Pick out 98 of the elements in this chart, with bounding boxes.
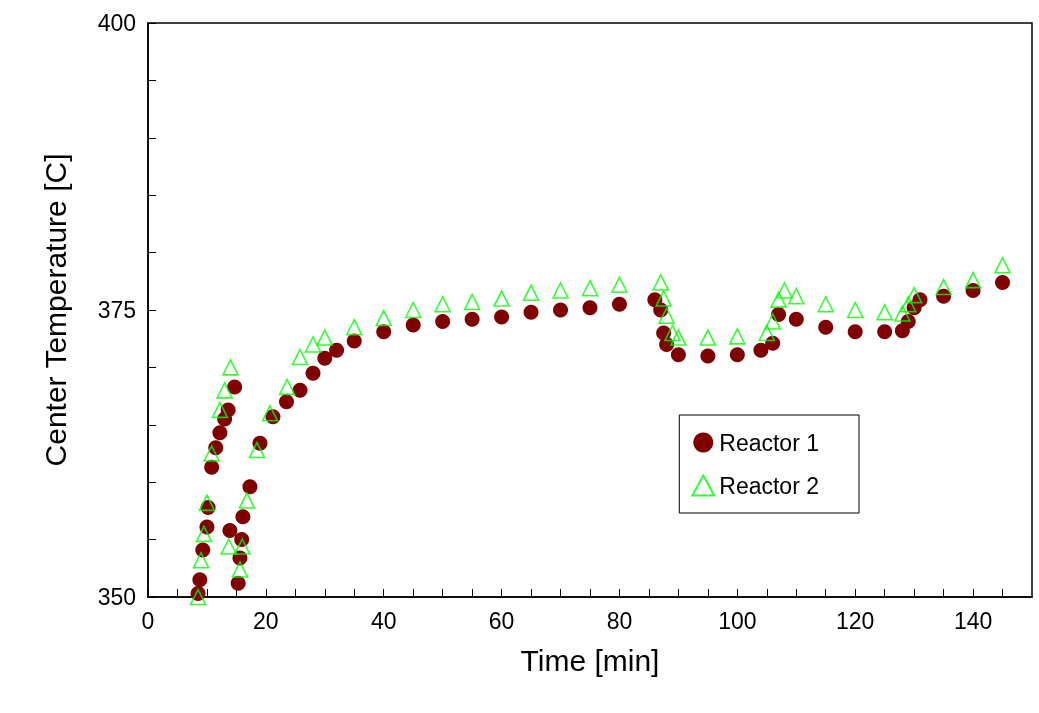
point (291, 348, 309, 366)
legend-label: Reactor 1 (719, 429, 819, 456)
point (847, 324, 863, 340)
legend-label: Reactor 2 (719, 472, 819, 499)
x-tick-label: 120 (836, 607, 875, 634)
point (435, 313, 451, 329)
point (404, 301, 422, 319)
point (203, 445, 220, 462)
point (899, 295, 917, 313)
point (729, 347, 745, 363)
y-axis-title: Center Temperature [C] (38, 153, 72, 467)
x-axis-title: Time [min] (520, 643, 660, 677)
point (581, 279, 599, 297)
point (894, 305, 911, 322)
point (658, 307, 675, 325)
point (434, 295, 451, 313)
point (227, 379, 243, 395)
point (220, 538, 238, 555)
point (279, 394, 294, 410)
y-tick-label: 400 (97, 10, 136, 36)
point (405, 317, 421, 333)
point (204, 459, 220, 475)
point (699, 329, 717, 346)
point (700, 348, 716, 364)
point (552, 282, 569, 299)
point (818, 319, 834, 335)
point (664, 324, 681, 342)
point (375, 309, 393, 327)
x-tick-label: 40 (370, 607, 397, 634)
point (222, 522, 238, 538)
point (463, 293, 481, 311)
point (212, 425, 228, 441)
point (195, 542, 211, 558)
point (230, 575, 246, 591)
point (494, 309, 510, 325)
point (788, 311, 804, 327)
point (464, 311, 480, 327)
point (198, 494, 216, 512)
point (231, 561, 249, 578)
point (522, 284, 540, 302)
point (304, 336, 322, 353)
point (222, 359, 239, 376)
point (876, 304, 893, 321)
point (195, 525, 213, 543)
point (905, 286, 923, 304)
point (317, 350, 333, 366)
point (655, 290, 672, 307)
point (235, 509, 251, 525)
point (345, 318, 363, 336)
point (776, 282, 793, 299)
point (994, 256, 1011, 274)
x-tick-label: 100 (718, 607, 757, 634)
x-tick-label: 0 (141, 607, 155, 634)
point (192, 572, 208, 588)
x-tick-label: 140 (953, 607, 993, 634)
point (582, 300, 598, 316)
x-tick-label: 80 (606, 607, 633, 634)
point (964, 271, 982, 289)
point (376, 324, 392, 340)
y-tick-label: 350 (97, 584, 136, 610)
point (935, 278, 952, 296)
point (611, 296, 627, 312)
point (316, 329, 334, 346)
point (670, 329, 687, 346)
point (965, 282, 981, 298)
point (758, 324, 776, 342)
point (238, 492, 256, 509)
point (305, 365, 321, 381)
point (233, 538, 251, 555)
point (770, 291, 787, 308)
point (189, 588, 207, 606)
point (729, 328, 746, 345)
point (553, 302, 569, 318)
point (611, 276, 628, 294)
point (846, 301, 864, 319)
point (211, 401, 229, 419)
point (652, 274, 670, 291)
x-tick-label: 60 (488, 607, 515, 634)
point (523, 304, 539, 320)
point (753, 342, 769, 358)
point (261, 405, 279, 422)
point (192, 551, 210, 569)
point (248, 441, 266, 459)
point (493, 290, 510, 307)
point (787, 287, 805, 305)
point (764, 313, 781, 330)
x-tick-label: 20 (253, 607, 279, 634)
point (995, 274, 1011, 290)
point (278, 378, 296, 396)
point (670, 347, 686, 363)
point (292, 382, 308, 398)
point (329, 342, 345, 358)
point (216, 382, 233, 399)
point (765, 335, 781, 351)
point (877, 324, 893, 340)
y-tick-label: 375 (97, 297, 136, 323)
point (817, 295, 835, 313)
point (242, 479, 258, 495)
